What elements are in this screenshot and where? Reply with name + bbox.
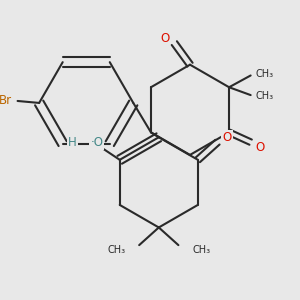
Text: O: O xyxy=(256,141,265,154)
Text: CH₃: CH₃ xyxy=(255,91,273,101)
Text: CH₃: CH₃ xyxy=(192,245,210,255)
Text: CH₃: CH₃ xyxy=(255,70,273,80)
Text: CH₃: CH₃ xyxy=(107,245,125,255)
Text: O: O xyxy=(160,32,169,45)
Text: O: O xyxy=(223,131,232,144)
Text: ·O: ·O xyxy=(90,136,103,149)
Text: Br: Br xyxy=(0,94,12,107)
Text: H: H xyxy=(68,136,76,149)
